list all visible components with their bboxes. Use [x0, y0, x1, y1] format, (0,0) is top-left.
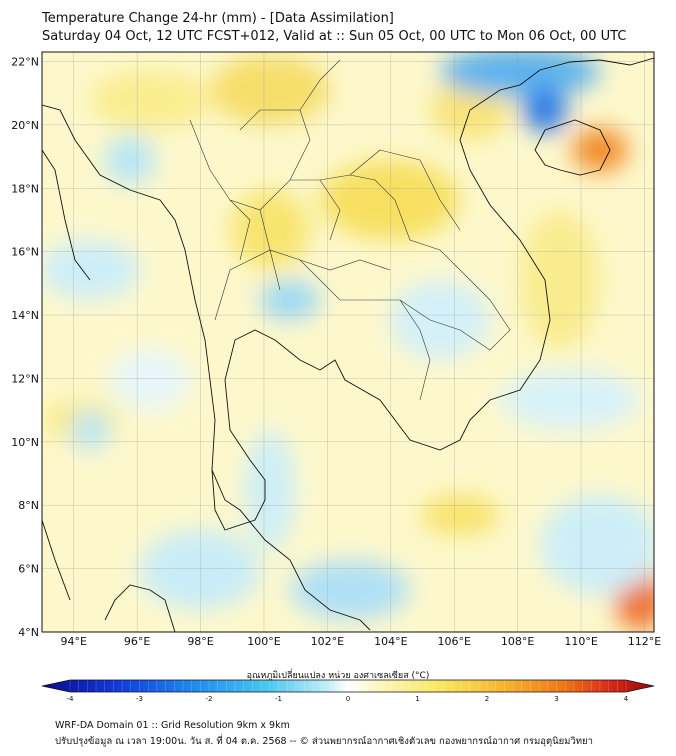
colorbar-tick-label: -1	[275, 695, 282, 703]
colorbar-tick-label: 4	[624, 695, 629, 703]
colorbar-tick-label: 1	[415, 695, 419, 703]
map-title: Temperature Change 24-hr (mm) - [Data As…	[42, 11, 394, 26]
footer-model-info: WRF-DA Domain 01 :: Grid Resolution 9km …	[55, 720, 290, 731]
lon-tick-label: 98°E	[187, 635, 213, 648]
lon-tick-label: 104°E	[374, 635, 407, 648]
lat-tick-label: 8°N	[18, 499, 39, 512]
lat-tick-label: 6°N	[18, 563, 39, 576]
lat-tick-label: 20°N	[11, 119, 39, 132]
lat-tick-label: 22°N	[11, 56, 39, 69]
temperature-field	[42, 52, 654, 632]
lat-tick-label: 12°N	[11, 372, 39, 385]
graticule	[42, 52, 654, 632]
coastlines	[42, 57, 654, 632]
footer-credit: ปรับปรุงข้อมูล ณ เวลา 19:00น. วัน ส. ที่…	[55, 736, 593, 747]
lon-tick-label: 110°E	[564, 635, 597, 648]
lat-tick-label: 10°N	[11, 436, 39, 449]
colorbar-tick-label: -4	[67, 695, 75, 703]
colorbar-tick-label: 2	[485, 695, 489, 703]
colorbar: -4 -3 -2 -1 0 1 2 3 4	[41, 679, 655, 703]
plot-frame	[41, 51, 655, 633]
lat-tick-label: 4°N	[18, 626, 39, 639]
lon-tick-label: 112°E	[628, 635, 661, 648]
lon-tick-label: 108°E	[501, 635, 534, 648]
lon-tick-label: 96°E	[124, 635, 150, 648]
lon-tick-label: 94°E	[60, 635, 86, 648]
longitude-labels: 94°E 96°E 98°E 100°E 102°E 104°E 106°E 108°E 110…	[60, 635, 661, 648]
colorbar-tick-label: 0	[346, 695, 350, 703]
lat-tick-label: 16°N	[11, 246, 39, 259]
lat-tick-label: 18°N	[11, 182, 39, 195]
lon-tick-label: 100°E	[247, 635, 280, 648]
colorbar-tick-label: 3	[554, 695, 558, 703]
lon-tick-label: 106°E	[438, 635, 471, 648]
map-subtitle: Saturday 04 Oct, 12 UTC FCST+012, Valid …	[42, 29, 627, 44]
colorbar-tick-label: -2	[206, 695, 213, 703]
colorbar-tick-label: -3	[136, 695, 143, 703]
lon-tick-label: 102°E	[311, 635, 344, 648]
latitude-labels: 22°N 20°N 18°N 16°N 14°N 12°N 10°N 8°N 6°N 4°N	[11, 56, 39, 639]
colorbar-title: อุณหภูมิเปลี่ยนแปลง หน่วย องศาเซลเซียส (…	[246, 671, 430, 681]
borders	[189, 59, 511, 401]
lat-tick-label: 14°N	[11, 309, 39, 322]
